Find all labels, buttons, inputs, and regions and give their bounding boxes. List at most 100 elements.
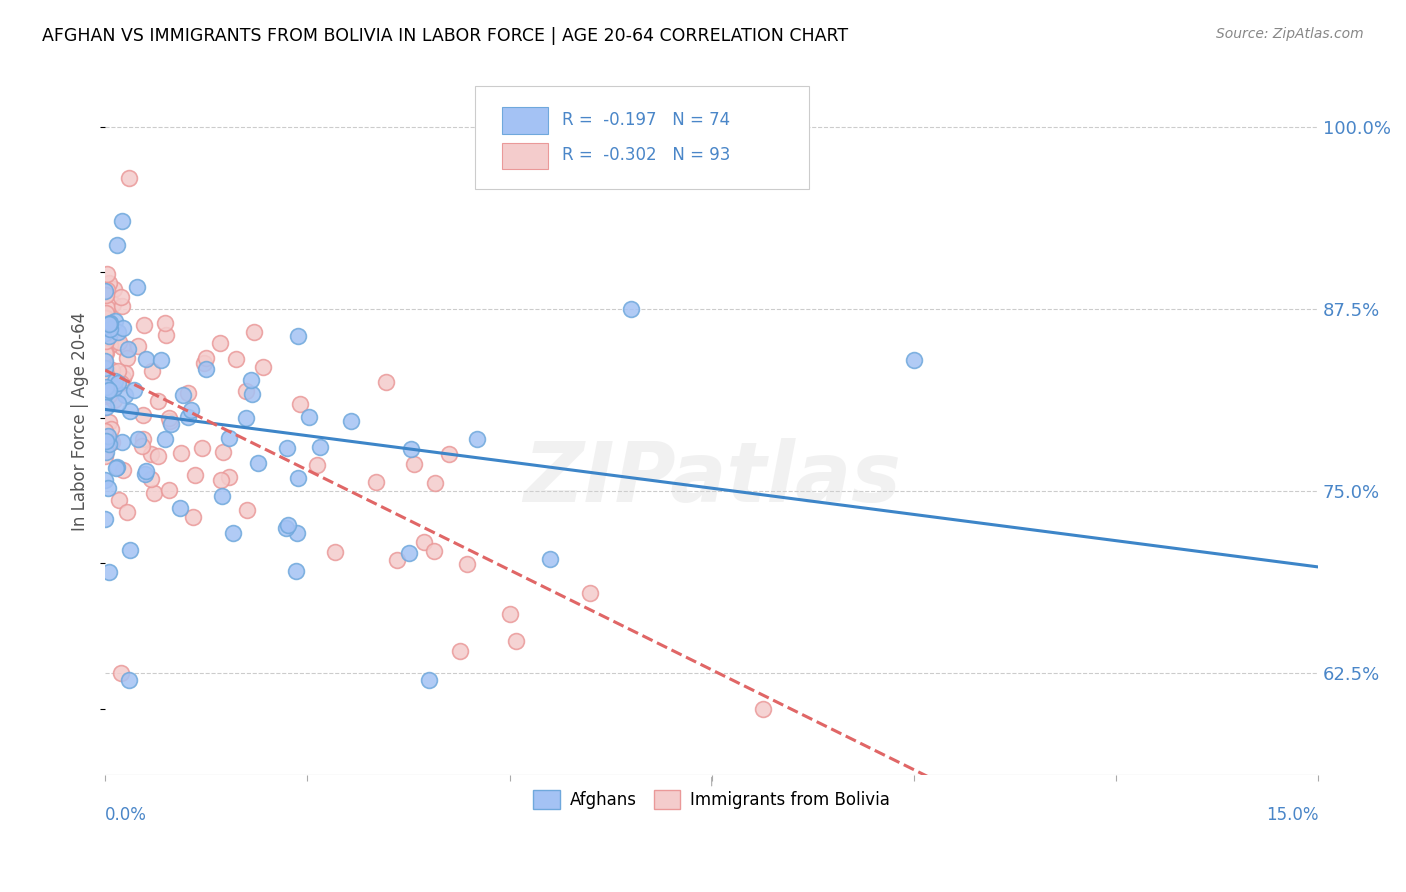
Point: [108, 335, 131, 350]
Point: [134, 467, 156, 482]
Point: [579, 585, 602, 599]
Point: [418, 673, 440, 687]
Point: [103, 381, 125, 395]
Point: [101, 434, 124, 449]
Point: [96, 333, 118, 347]
Point: [465, 432, 488, 446]
Point: [404, 457, 426, 471]
Point: [288, 396, 311, 410]
Point: [135, 351, 157, 366]
Point: [298, 409, 321, 424]
Point: [505, 634, 527, 648]
Point: [193, 356, 215, 370]
Point: [118, 403, 141, 417]
Point: [94, 427, 117, 442]
Text: R =  -0.197   N = 74: R = -0.197 N = 74: [562, 112, 731, 129]
Text: R =  -0.302   N = 93: R = -0.302 N = 93: [562, 146, 731, 164]
Point: [218, 469, 240, 483]
Point: [449, 644, 471, 658]
Point: [159, 414, 181, 428]
Point: [134, 318, 156, 333]
Point: [364, 475, 387, 489]
Point: [110, 290, 132, 304]
Point: [98, 316, 121, 330]
Point: [155, 328, 177, 343]
Point: [94, 310, 117, 325]
Point: [132, 409, 155, 423]
Point: [94, 425, 117, 439]
Point: [107, 493, 129, 508]
Point: [252, 360, 274, 375]
Point: [94, 371, 117, 385]
FancyBboxPatch shape: [502, 107, 548, 134]
Point: [96, 362, 118, 376]
Point: [160, 417, 183, 432]
Point: [135, 464, 157, 478]
Point: [97, 482, 120, 496]
Point: [117, 342, 139, 356]
Point: [180, 402, 202, 417]
Point: [110, 665, 132, 680]
Point: [111, 341, 134, 355]
Point: [177, 386, 200, 401]
Point: [423, 544, 446, 558]
Point: [375, 375, 398, 389]
Point: [439, 447, 461, 461]
Point: [94, 357, 117, 371]
Point: [94, 434, 117, 449]
Point: [385, 553, 408, 567]
Point: [98, 436, 121, 450]
Point: [115, 505, 138, 519]
Text: AFGHAN VS IMMIGRANTS FROM BOLIVIA IN LABOR FORCE | AGE 20-64 CORRELATION CHART: AFGHAN VS IMMIGRANTS FROM BOLIVIA IN LAB…: [42, 27, 848, 45]
Point: [285, 526, 308, 541]
Point: [153, 433, 176, 447]
Point: [98, 329, 121, 343]
Point: [107, 364, 129, 378]
Point: [103, 393, 125, 408]
Point: [752, 702, 775, 716]
Point: [105, 460, 128, 475]
Point: [277, 517, 299, 532]
Point: [94, 353, 117, 368]
Point: [127, 339, 149, 353]
Text: 15.0%: 15.0%: [1265, 806, 1319, 824]
Point: [111, 214, 134, 228]
Point: [149, 353, 172, 368]
Point: [100, 422, 122, 436]
Point: [118, 170, 141, 185]
Point: [212, 445, 235, 459]
Point: [155, 316, 177, 330]
Y-axis label: In Labor Force | Age 20-64: In Labor Force | Age 20-64: [72, 312, 89, 531]
Point: [97, 383, 120, 397]
Point: [208, 335, 231, 350]
Point: [413, 534, 436, 549]
Point: [240, 373, 263, 387]
Point: [112, 463, 135, 477]
Point: [94, 401, 117, 415]
Point: [274, 520, 297, 534]
Point: [287, 328, 309, 343]
Point: [107, 376, 129, 391]
Point: [340, 414, 363, 428]
Point: [104, 314, 127, 328]
Point: [209, 473, 232, 487]
Point: [114, 388, 136, 402]
Point: [222, 526, 245, 541]
Point: [235, 384, 257, 399]
Point: [240, 387, 263, 401]
Point: [184, 467, 207, 482]
Point: [139, 472, 162, 486]
Point: [96, 384, 118, 399]
Point: [96, 385, 118, 400]
Point: [94, 361, 117, 376]
Point: [111, 434, 134, 449]
Point: [98, 276, 121, 290]
Point: [181, 509, 204, 524]
Point: [122, 383, 145, 397]
FancyBboxPatch shape: [475, 87, 808, 188]
Point: [538, 552, 561, 566]
Point: [104, 375, 127, 389]
Point: [323, 545, 346, 559]
Point: [114, 366, 136, 380]
Text: 0.0%: 0.0%: [105, 806, 148, 824]
